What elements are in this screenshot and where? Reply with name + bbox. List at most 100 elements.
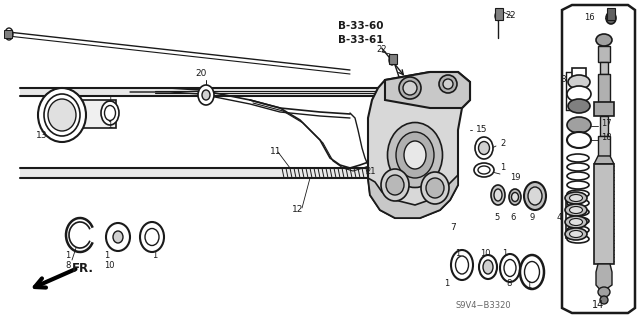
Text: 1: 1 xyxy=(104,250,109,259)
Text: 22: 22 xyxy=(376,46,387,55)
Ellipse shape xyxy=(381,169,409,201)
Text: 20: 20 xyxy=(195,70,206,78)
Ellipse shape xyxy=(202,90,210,100)
Text: 17: 17 xyxy=(601,120,612,129)
Bar xyxy=(598,74,610,102)
Text: 8: 8 xyxy=(506,278,511,287)
Ellipse shape xyxy=(570,195,582,202)
Ellipse shape xyxy=(198,85,214,105)
Text: S9V4−B3320: S9V4−B3320 xyxy=(456,300,511,309)
Text: 21: 21 xyxy=(365,167,376,176)
Ellipse shape xyxy=(596,34,612,46)
Ellipse shape xyxy=(38,88,86,142)
Text: B-33-60: B-33-60 xyxy=(338,21,383,31)
Ellipse shape xyxy=(570,206,582,213)
Ellipse shape xyxy=(44,94,80,136)
Ellipse shape xyxy=(504,259,516,277)
Ellipse shape xyxy=(568,99,590,113)
Ellipse shape xyxy=(511,192,518,202)
Ellipse shape xyxy=(421,172,449,204)
Ellipse shape xyxy=(568,75,590,89)
Text: 13: 13 xyxy=(36,131,47,140)
Text: 16: 16 xyxy=(584,13,595,23)
Ellipse shape xyxy=(525,262,540,283)
Bar xyxy=(572,68,586,80)
Ellipse shape xyxy=(565,216,587,228)
Ellipse shape xyxy=(520,255,544,289)
Ellipse shape xyxy=(528,187,542,205)
Polygon shape xyxy=(368,72,470,218)
Ellipse shape xyxy=(570,231,582,238)
Bar xyxy=(598,136,610,156)
Ellipse shape xyxy=(565,204,587,216)
Text: 1: 1 xyxy=(107,122,112,130)
Text: 1: 1 xyxy=(502,249,508,257)
Text: 1: 1 xyxy=(455,249,460,257)
Ellipse shape xyxy=(494,189,502,201)
Ellipse shape xyxy=(483,260,493,274)
Ellipse shape xyxy=(387,122,442,188)
Text: 7: 7 xyxy=(450,224,456,233)
Bar xyxy=(600,62,608,74)
Text: 1: 1 xyxy=(107,95,112,105)
Ellipse shape xyxy=(565,192,587,204)
Text: 2: 2 xyxy=(500,139,505,149)
Text: 18: 18 xyxy=(601,133,612,143)
Text: 10: 10 xyxy=(480,249,490,257)
Text: 1: 1 xyxy=(444,278,449,287)
Ellipse shape xyxy=(113,231,123,243)
Bar xyxy=(594,164,614,264)
Ellipse shape xyxy=(101,101,119,125)
Bar xyxy=(4,30,12,38)
Ellipse shape xyxy=(524,182,546,210)
Ellipse shape xyxy=(104,106,115,121)
Text: 14: 14 xyxy=(592,300,604,310)
Ellipse shape xyxy=(491,185,505,205)
Polygon shape xyxy=(368,175,458,218)
Text: 4: 4 xyxy=(556,213,562,222)
Ellipse shape xyxy=(443,79,453,89)
Text: 6: 6 xyxy=(510,213,515,222)
Text: 22: 22 xyxy=(505,11,515,20)
Ellipse shape xyxy=(439,75,457,93)
Ellipse shape xyxy=(570,219,582,226)
Polygon shape xyxy=(594,156,614,164)
Ellipse shape xyxy=(479,255,497,279)
Text: 1: 1 xyxy=(526,280,531,290)
Polygon shape xyxy=(385,72,470,108)
Ellipse shape xyxy=(598,287,610,297)
Text: 8: 8 xyxy=(65,261,70,270)
Bar xyxy=(600,116,608,136)
Ellipse shape xyxy=(567,86,591,102)
Ellipse shape xyxy=(396,132,434,178)
Ellipse shape xyxy=(404,141,426,169)
Polygon shape xyxy=(596,264,612,292)
Ellipse shape xyxy=(426,178,444,198)
Text: 19: 19 xyxy=(510,174,520,182)
Ellipse shape xyxy=(48,99,76,131)
Text: 5: 5 xyxy=(494,213,499,222)
Ellipse shape xyxy=(509,189,521,205)
Bar xyxy=(389,54,397,64)
Bar xyxy=(68,100,116,128)
Ellipse shape xyxy=(475,137,493,159)
Text: 10: 10 xyxy=(104,261,115,270)
Bar xyxy=(594,102,614,116)
Ellipse shape xyxy=(399,77,421,99)
Text: 15: 15 xyxy=(476,125,488,135)
Ellipse shape xyxy=(456,256,468,274)
Ellipse shape xyxy=(606,12,616,24)
Bar xyxy=(495,8,503,20)
Text: 1: 1 xyxy=(152,250,157,259)
Ellipse shape xyxy=(145,228,159,246)
Text: 1: 1 xyxy=(65,250,70,259)
Ellipse shape xyxy=(403,81,417,95)
Bar xyxy=(20,168,440,178)
Ellipse shape xyxy=(567,132,591,148)
Ellipse shape xyxy=(386,175,404,195)
Text: 9: 9 xyxy=(530,213,535,222)
Ellipse shape xyxy=(5,28,13,40)
Bar xyxy=(20,88,420,96)
Ellipse shape xyxy=(478,166,490,174)
Text: FR.: FR. xyxy=(72,262,94,275)
